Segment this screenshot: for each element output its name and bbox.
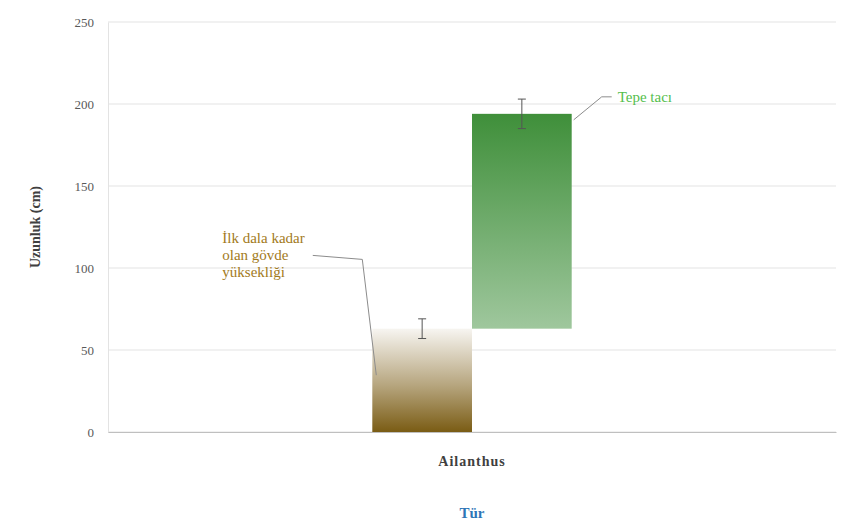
- error-bar: [518, 99, 526, 129]
- error-cap: [418, 318, 426, 319]
- y-tick: 150: [75, 179, 109, 194]
- error-stem: [521, 99, 522, 129]
- chart: 0 50 100 150 200 250 Ailanthus İlk dala kadarol…: [0, 0, 864, 532]
- x-tick-label: Ailanthus: [438, 454, 505, 469]
- error-stem: [422, 319, 423, 339]
- y-tick: 0: [88, 425, 109, 440]
- series-label: İlk dala kadarolan gövdeyüksekliği: [222, 230, 304, 280]
- grid-line: [108, 22, 836, 23]
- y-tick-label: 0: [88, 425, 95, 440]
- error-cap: [518, 128, 526, 129]
- error-cap: [418, 338, 426, 339]
- x-axis-line: [109, 432, 837, 433]
- grid: [108, 22, 836, 432]
- x-axis-title: Tür: [459, 505, 484, 521]
- y-tick-label: 150: [75, 179, 95, 194]
- y-tick-label: 50: [81, 343, 94, 358]
- y-tick-label: 100: [75, 261, 95, 276]
- error-cap: [518, 99, 526, 100]
- leader-line: [313, 255, 377, 375]
- y-tick-label: 200: [75, 97, 95, 112]
- y-axis-title: Uzunluk (cm): [28, 186, 44, 268]
- bars: [372, 99, 571, 432]
- y-axis: 0 50 100 150 200 250: [75, 15, 109, 440]
- series-label: Tepe tacı: [618, 89, 672, 105]
- y-tick-label: 250: [75, 15, 95, 30]
- error-bar: [418, 319, 426, 339]
- x-axis: Ailanthus: [109, 432, 837, 469]
- y-axis-line: [108, 23, 109, 433]
- plot: 0 50 100 150 200 250 Ailanthus İlk dala kadarol…: [75, 15, 837, 469]
- y-tick: 100: [75, 261, 109, 276]
- y-tick: 200: [75, 97, 109, 112]
- grid-line: [108, 104, 836, 105]
- x-tick: Ailanthus: [438, 432, 505, 469]
- callouts: İlk dala kadarolan gövdeyüksekliği Tepe t…: [222, 89, 672, 375]
- y-tick: 250: [75, 15, 109, 30]
- leader-line: [574, 97, 612, 120]
- bar: [372, 329, 472, 432]
- bar: [472, 114, 572, 329]
- y-tick: 50: [81, 343, 108, 358]
